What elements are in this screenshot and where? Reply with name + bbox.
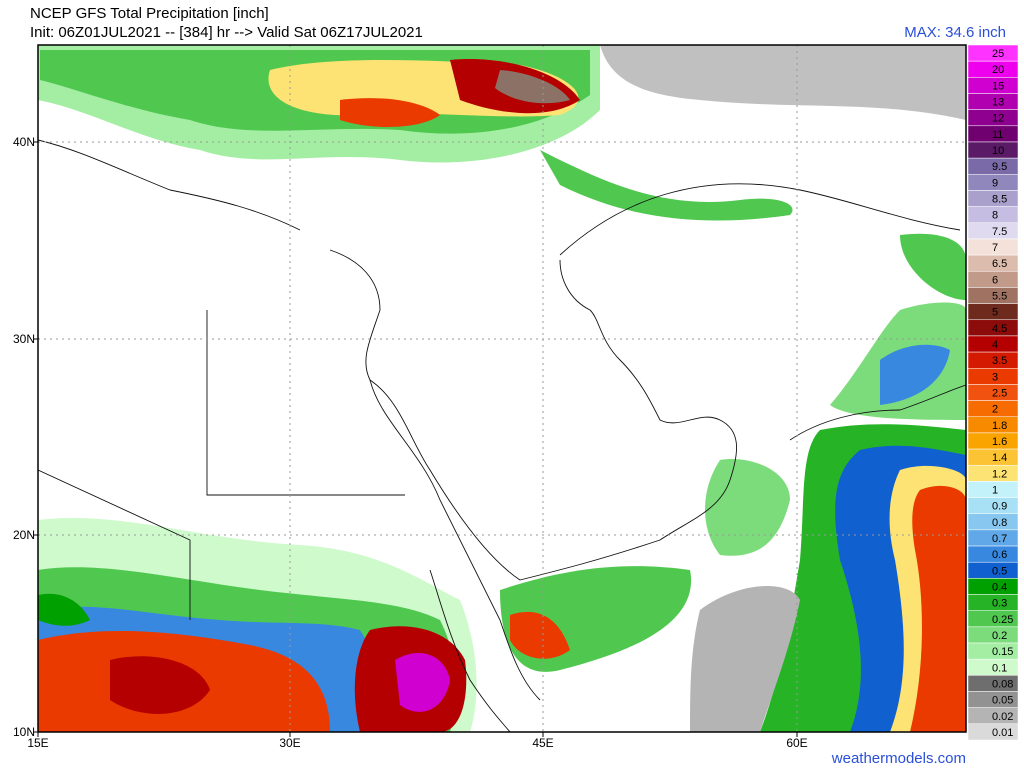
max-label: MAX: 34.6 inch [904,24,1006,41]
legend-label: 20 [992,64,1004,76]
legend-label: 1 [992,484,998,496]
legend-label: 3.5 [992,355,1007,367]
legend-label: 5.5 [992,291,1007,303]
legend-label: 2 [992,404,998,416]
lon-label: 30E [279,736,300,750]
legend-label: 0.9 [992,501,1007,513]
legend-label: 10 [992,145,1004,157]
legend-label: 25 [992,48,1004,60]
legend-swatch [967,723,1019,741]
legend-label: 0.7 [992,533,1007,545]
legend-label: 8 [992,210,998,222]
colorbar: 252015131211109.598.587.576.565.554.543.… [967,44,1019,741]
coastlines [38,139,966,732]
legend-label: 4.5 [992,323,1007,335]
legend-label: 2.5 [992,388,1007,400]
legend-label: 0.2 [992,630,1007,642]
legend-label: 1.2 [992,468,1007,480]
legend-label: 0.6 [992,549,1007,561]
legend-label: 6 [992,274,998,286]
legend-label: 7.5 [992,226,1007,238]
lat-label: 40N [13,135,35,149]
legend-label: 0.15 [992,646,1013,658]
legend-label: 12 [992,113,1004,125]
map [37,44,967,733]
legend-label: 9.5 [992,161,1007,173]
legend-label: 15 [992,80,1004,92]
legend-label: 0.5 [992,565,1007,577]
legend-label: 11 [992,129,1003,141]
lon-label: 60E [786,736,807,750]
precipitation-field [38,45,966,732]
legend-label: 5 [992,307,998,319]
title: NCEP GFS Total Precipitation [inch] [30,5,269,22]
legend-label: 1.8 [992,420,1007,432]
lon-label: 45E [532,736,553,750]
legend-label: 0.05 [992,695,1013,707]
legend-label: 3 [992,371,998,383]
legend-label: 4 [992,339,998,351]
lat-label: 10N [13,725,35,739]
graticule [38,45,966,732]
watermark: weathermodels.com [831,750,966,767]
subtitle: Init: 06Z01JUL2021 -- [384] hr --> Valid… [30,24,423,41]
legend-label: 1.4 [992,452,1007,464]
legend-label: 9 [992,177,998,189]
legend-label: 0.4 [992,581,1007,593]
legend-label: 0.25 [992,614,1013,626]
legend-label: 6.5 [992,258,1007,270]
legend-label: 0.08 [992,678,1013,690]
legend-label: 0.1 [992,662,1007,674]
legend-label: 0.02 [992,711,1013,723]
legend-label: 8.5 [992,194,1007,206]
lon-label: 15E [27,736,48,750]
legend-label: 0.3 [992,598,1007,610]
lat-label: 20N [13,528,35,542]
legend-label: 1.6 [992,436,1007,448]
legend-label: 0.8 [992,517,1007,529]
legend-label: 13 [992,97,1004,109]
lat-label: 30N [13,332,35,346]
legend-label: 7 [992,242,998,254]
legend-label: 0.01 [992,727,1013,739]
